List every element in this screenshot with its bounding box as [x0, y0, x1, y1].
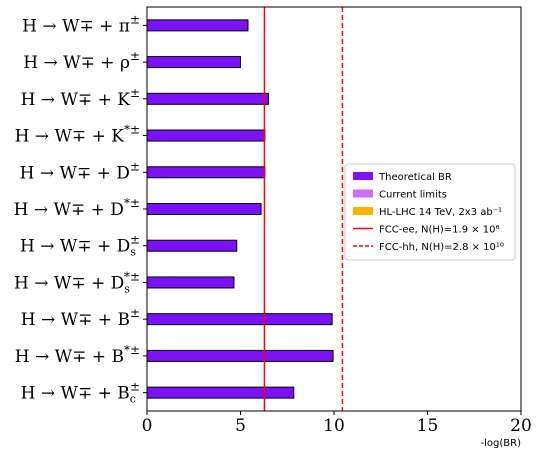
x-tick-label: 15	[417, 416, 439, 436]
category-label: H → W∓ + K*±	[15, 123, 140, 147]
legend-swatch	[353, 189, 373, 198]
x-tick-label: 10	[323, 416, 345, 436]
bar	[146, 386, 295, 399]
x-tick-label: 20	[510, 416, 532, 436]
legend-label: Current limits	[379, 190, 447, 201]
category-label: H → W∓ + ρ±	[23, 49, 140, 73]
category-label: H → W∓ + Bc±	[21, 380, 140, 406]
x-axis-label: -log(BR)	[481, 438, 522, 449]
bar	[146, 313, 333, 326]
bar	[146, 166, 266, 179]
bar	[146, 349, 334, 362]
legend-label: FCC-ee, N(H)=1.9 × 10⁶	[379, 225, 500, 236]
bar	[146, 19, 249, 32]
category-label: H → W∓ + Ds*±	[14, 269, 140, 295]
category-label: H → W∓ + K±	[21, 86, 140, 110]
legend-swatch	[353, 207, 373, 215]
bar	[146, 129, 266, 142]
bar	[146, 276, 235, 289]
bar	[146, 203, 262, 215]
legend-label: FCC-hh, N(H)=2.8 × 10¹⁰	[379, 242, 504, 253]
legend-box	[344, 163, 516, 261]
category-label: H → W∓ + D±	[20, 159, 140, 183]
category-label: H → W∓ + B±	[21, 306, 140, 330]
x-tick-label: 0	[142, 416, 153, 436]
category-label: H → W∓ + D*±	[14, 196, 140, 220]
bar	[146, 56, 241, 69]
category-label: H → W∓ + B*±	[15, 343, 140, 367]
legend-swatch	[353, 172, 373, 180]
legend-label: Theoretical BR	[378, 172, 452, 183]
bar	[146, 239, 238, 252]
category-label: H → W∓ + π±	[22, 12, 140, 36]
bar	[146, 92, 270, 105]
legend-label: HL-LHC 14 TeV, 2x3 ab⁻¹	[379, 207, 502, 218]
x-tick-label: 5	[235, 416, 246, 436]
category-label: H → W∓ + Ds±	[20, 233, 140, 259]
